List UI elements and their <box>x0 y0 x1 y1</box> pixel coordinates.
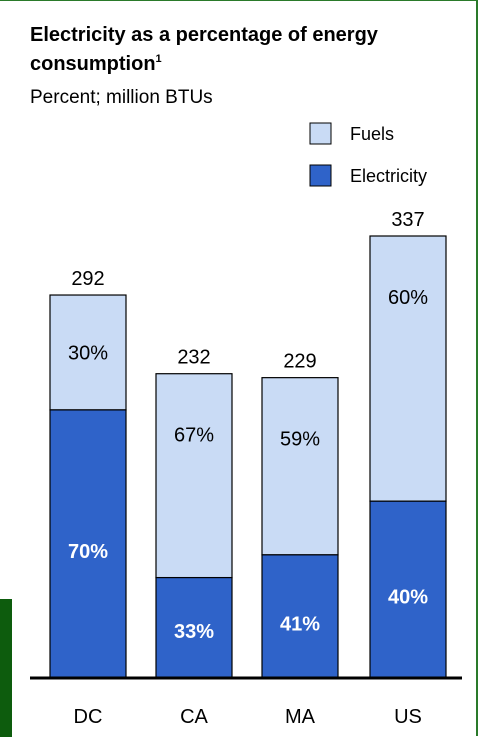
bar-electricity-dc <box>49 409 127 679</box>
bar-fuels-ca <box>155 373 233 579</box>
fuels-label-dc: 30% <box>68 342 108 364</box>
electricity-label-dc: 70% <box>68 541 108 563</box>
chart-title-text: Electricity as a percentage of energy co… <box>30 24 378 75</box>
legend-swatch-electricity <box>309 164 332 187</box>
electricity-label-ma: 41% <box>280 613 320 635</box>
bar-electricity-ma <box>261 554 339 679</box>
total-label-dc: 292 <box>71 268 104 290</box>
chart-subtitle: Percent; million BTUs <box>30 87 213 108</box>
fuels-label-ma: 59% <box>280 429 320 451</box>
bar-fuels-us <box>369 235 447 502</box>
electricity-label-ca: 33% <box>174 621 214 643</box>
category-label-us: US <box>394 706 422 728</box>
legend-label-fuels: Fuels <box>350 124 394 144</box>
title-footnote-marker: 1 <box>155 53 162 65</box>
bar-electricity-us <box>369 500 447 679</box>
bar-fuels-ma <box>261 377 339 556</box>
total-label-us: 337 <box>391 209 424 231</box>
category-label-ca: CA <box>180 706 208 728</box>
electricity-label-us: 40% <box>388 587 428 609</box>
bar-electricity-ca <box>155 576 233 679</box>
total-label-ca: 232 <box>177 347 210 369</box>
category-label-ma: MA <box>285 706 316 728</box>
chart-title: Electricity as a percentage of energy co… <box>30 21 460 79</box>
legend-label-electricity: Electricity <box>350 166 427 186</box>
legend-swatch-fuels <box>309 122 332 145</box>
green-edge-block <box>0 599 12 737</box>
fuels-label-us: 60% <box>388 287 428 309</box>
fuels-label-ca: 67% <box>174 425 214 447</box>
total-label-ma: 229 <box>283 351 316 373</box>
category-label-dc: DC <box>74 706 103 728</box>
